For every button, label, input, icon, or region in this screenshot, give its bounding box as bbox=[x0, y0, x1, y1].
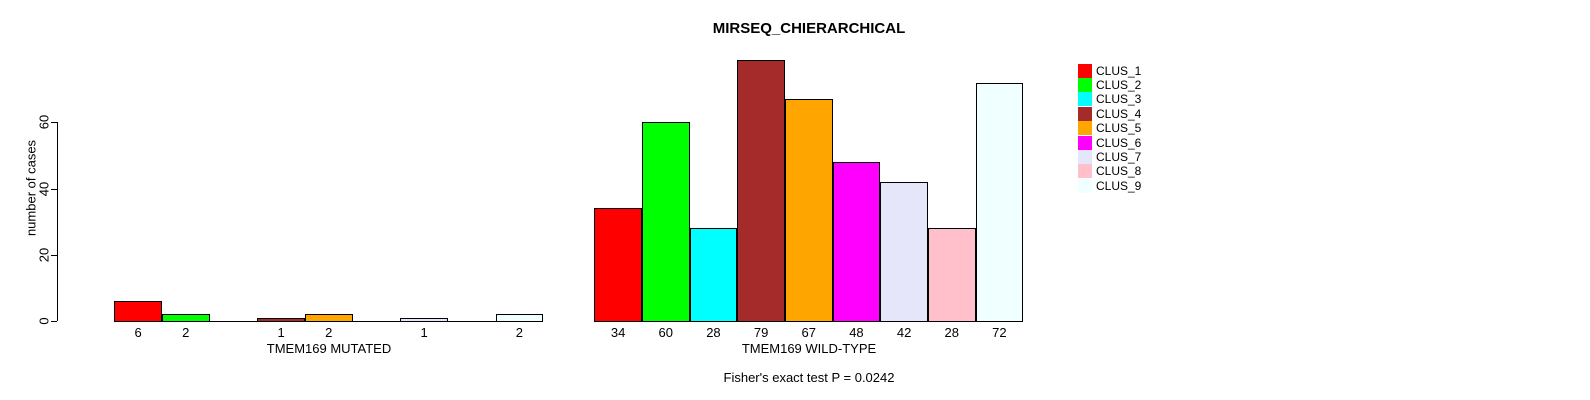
bar-value-label: 1 bbox=[420, 325, 428, 340]
bar-clus_5 bbox=[784, 99, 833, 322]
legend-row: CLUS_2 bbox=[1078, 77, 1141, 92]
bar-value-label: 79 bbox=[753, 325, 769, 340]
legend-label: CLUS_4 bbox=[1096, 106, 1142, 121]
bar-value-label: 48 bbox=[849, 325, 864, 340]
bar-value-label: 67 bbox=[801, 325, 816, 340]
legend-row: CLUS_1 bbox=[1078, 63, 1141, 78]
y-tick bbox=[51, 254, 57, 256]
bar-value-label: 60 bbox=[658, 325, 674, 340]
bar-value-label: 28 bbox=[944, 325, 959, 340]
bar-clus_2 bbox=[641, 122, 690, 322]
y-tick-label: 0 bbox=[36, 317, 52, 325]
bar-value-label: 1 bbox=[277, 325, 285, 340]
legend-row: CLUS_8 bbox=[1078, 164, 1141, 179]
zero-bar-line-clus_3 bbox=[209, 321, 258, 322]
legend-row: CLUS_9 bbox=[1078, 178, 1141, 193]
bar-value-label: 34 bbox=[610, 325, 626, 340]
bar-clus_9 bbox=[495, 314, 544, 322]
bar-value-label: 28 bbox=[706, 325, 721, 340]
legend-swatch-clus_8 bbox=[1078, 164, 1092, 179]
legend-swatch-clus_2 bbox=[1078, 77, 1092, 92]
y-tick bbox=[51, 321, 57, 322]
bar-value-label: 72 bbox=[992, 325, 1007, 340]
bar-clus_6 bbox=[832, 162, 881, 322]
bar-clus_4 bbox=[737, 59, 785, 322]
legend-swatch-clus_1 bbox=[1078, 63, 1092, 78]
legend-label: CLUS_2 bbox=[1096, 77, 1142, 92]
legend-row: CLUS_6 bbox=[1078, 135, 1141, 150]
zero-bar-line-clus_8 bbox=[447, 321, 496, 322]
x-axis-label-mutated: TMEM169 MUTATED bbox=[266, 341, 392, 356]
legend-swatch-clus_5 bbox=[1078, 121, 1092, 136]
bar-clus_7 bbox=[880, 181, 928, 322]
y-axis-line bbox=[57, 122, 58, 321]
legend-label: CLUS_8 bbox=[1096, 164, 1142, 179]
bar-value-label: 2 bbox=[182, 325, 190, 340]
bar-value-label: 2 bbox=[515, 325, 524, 340]
legend-row: CLUS_5 bbox=[1078, 121, 1141, 136]
legend-label: CLUS_9 bbox=[1096, 178, 1142, 193]
bar-value-label: 2 bbox=[325, 325, 333, 340]
bar-clus_4 bbox=[257, 317, 305, 322]
bar-clus_8 bbox=[927, 228, 976, 322]
bar-clus_9 bbox=[975, 82, 1024, 322]
legend-swatch-clus_4 bbox=[1078, 106, 1092, 121]
bar-clus_2 bbox=[161, 314, 210, 322]
legend-label: CLUS_3 bbox=[1096, 92, 1142, 107]
legend-swatch-clus_7 bbox=[1078, 149, 1092, 164]
legend-swatch-clus_9 bbox=[1078, 178, 1092, 193]
y-tick bbox=[51, 188, 57, 190]
x-axis-label-wild-type: TMEM169 WILD-TYPE bbox=[741, 341, 877, 356]
y-tick-label: 20 bbox=[36, 247, 52, 263]
legend-label: CLUS_1 bbox=[1096, 63, 1142, 78]
legend-row: CLUS_3 bbox=[1078, 92, 1141, 107]
legend-swatch-clus_3 bbox=[1078, 92, 1092, 107]
bar-value-label: 42 bbox=[896, 325, 912, 340]
y-tick-label: 40 bbox=[36, 181, 52, 196]
y-tick-label: 60 bbox=[36, 115, 52, 130]
bar-clus_1 bbox=[114, 301, 162, 322]
legend-label: CLUS_7 bbox=[1096, 149, 1142, 164]
fisher-test-annotation: Fisher's exact test P = 0.0242 bbox=[723, 370, 895, 385]
zero-bar-line-clus_6 bbox=[352, 321, 401, 322]
y-tick bbox=[51, 122, 57, 124]
bar-clus_1 bbox=[594, 208, 642, 322]
bar-clus_3 bbox=[689, 228, 738, 322]
legend-label: CLUS_5 bbox=[1096, 121, 1142, 136]
bar-clus_7 bbox=[400, 317, 448, 322]
bar-value-label: 6 bbox=[134, 325, 142, 340]
chart-title: MIRSEQ_CHIERARCHICAL bbox=[712, 20, 906, 37]
legend-label: CLUS_6 bbox=[1096, 135, 1142, 150]
legend-row: CLUS_4 bbox=[1078, 106, 1141, 121]
legend-row: CLUS_7 bbox=[1078, 149, 1141, 164]
legend-swatch-clus_6 bbox=[1078, 135, 1092, 150]
bar-clus_5 bbox=[304, 314, 353, 322]
